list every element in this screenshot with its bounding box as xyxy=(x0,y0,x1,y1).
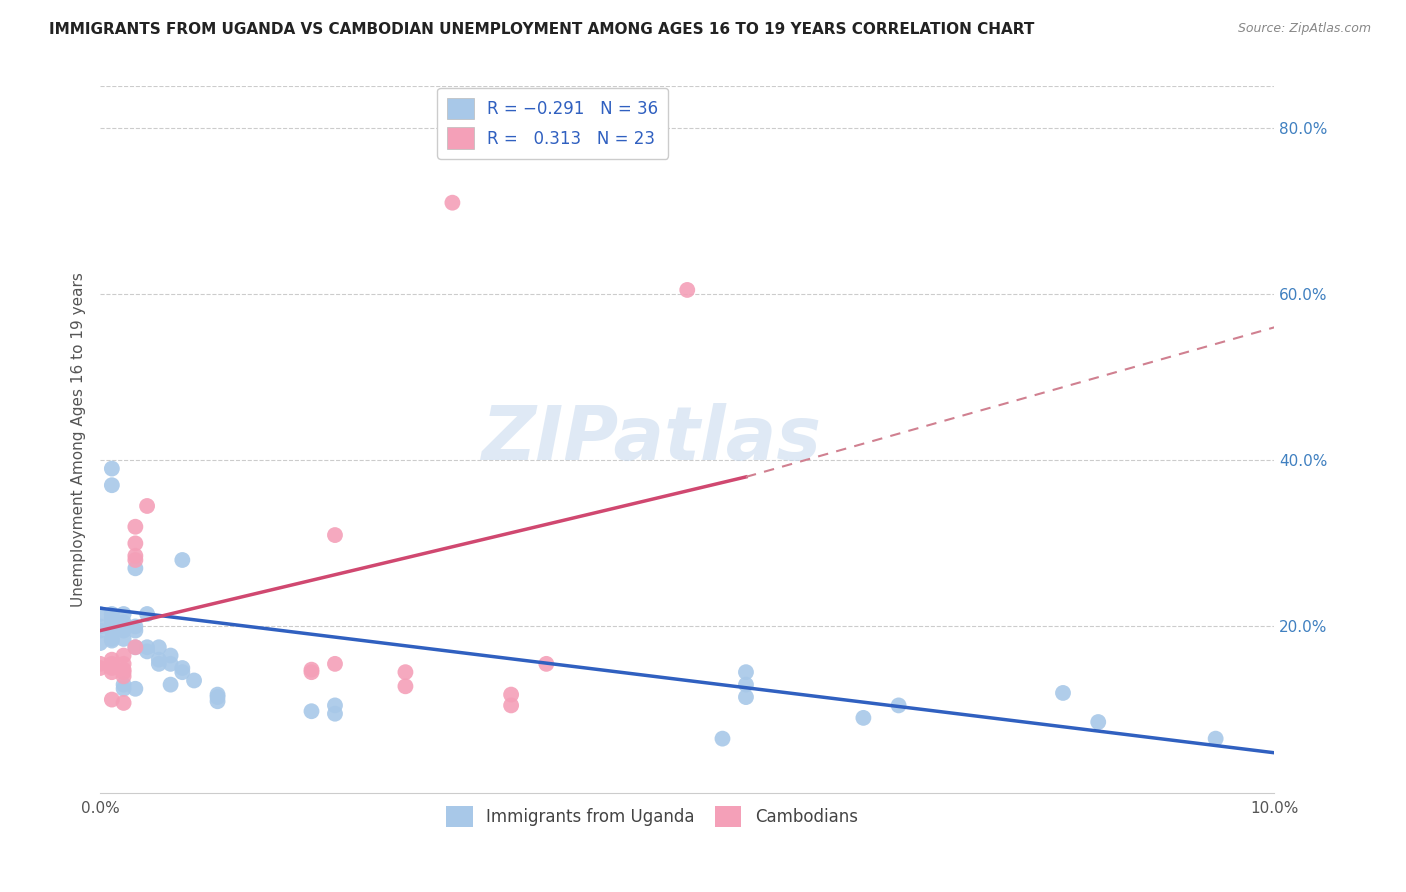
Text: ZIPatlas: ZIPatlas xyxy=(482,403,823,476)
Point xyxy=(112,607,135,621)
Point xyxy=(101,661,124,675)
Point xyxy=(1087,714,1109,729)
Point xyxy=(112,615,135,630)
Point xyxy=(89,607,111,621)
Point xyxy=(136,499,159,513)
Point xyxy=(101,615,124,630)
Point xyxy=(301,704,323,718)
Point xyxy=(501,688,523,702)
Point xyxy=(124,536,146,550)
Point xyxy=(207,690,229,704)
Point xyxy=(501,698,523,713)
Point xyxy=(101,478,124,492)
Point xyxy=(101,632,124,646)
Point xyxy=(159,657,181,671)
Point xyxy=(101,692,124,706)
Point xyxy=(112,648,135,663)
Point xyxy=(207,694,229,708)
Point xyxy=(101,653,124,667)
Legend: Immigrants from Uganda, Cambodians: Immigrants from Uganda, Cambodians xyxy=(440,799,865,834)
Point xyxy=(1052,686,1074,700)
Point xyxy=(323,657,346,671)
Point xyxy=(89,624,111,638)
Point xyxy=(89,661,111,675)
Point xyxy=(101,619,124,633)
Point xyxy=(735,690,758,704)
Point xyxy=(112,669,135,683)
Point xyxy=(124,640,146,655)
Point xyxy=(207,688,229,702)
Point xyxy=(172,553,194,567)
Point xyxy=(101,633,124,648)
Point xyxy=(394,665,416,680)
Point xyxy=(735,678,758,692)
Point xyxy=(735,665,758,680)
Point xyxy=(124,553,146,567)
Point xyxy=(101,657,124,671)
Point xyxy=(124,681,146,696)
Point xyxy=(124,561,146,575)
Point xyxy=(112,619,135,633)
Point xyxy=(301,665,323,680)
Point xyxy=(101,624,124,638)
Point xyxy=(148,653,170,667)
Point xyxy=(124,640,146,655)
Point xyxy=(323,698,346,713)
Point xyxy=(148,640,170,655)
Point xyxy=(101,461,124,475)
Point xyxy=(112,665,135,680)
Point xyxy=(112,624,135,638)
Point xyxy=(112,657,135,671)
Point xyxy=(89,619,111,633)
Text: Source: ZipAtlas.com: Source: ZipAtlas.com xyxy=(1237,22,1371,36)
Point xyxy=(172,661,194,675)
Point xyxy=(112,681,135,696)
Point xyxy=(124,619,146,633)
Point xyxy=(887,698,910,713)
Point xyxy=(112,696,135,710)
Point xyxy=(101,665,124,680)
Point xyxy=(159,678,181,692)
Point xyxy=(124,549,146,563)
Point xyxy=(101,611,124,625)
Point xyxy=(89,657,111,671)
Point xyxy=(441,195,464,210)
Point xyxy=(136,640,159,655)
Point xyxy=(323,706,346,721)
Y-axis label: Unemployment Among Ages 16 to 19 years: Unemployment Among Ages 16 to 19 years xyxy=(72,272,86,607)
Point xyxy=(112,663,135,677)
Point xyxy=(536,657,558,671)
Point xyxy=(124,624,146,638)
Point xyxy=(136,644,159,658)
Point xyxy=(394,679,416,693)
Point xyxy=(1205,731,1227,746)
Point xyxy=(101,607,124,621)
Point xyxy=(136,607,159,621)
Point xyxy=(159,648,181,663)
Text: IMMIGRANTS FROM UGANDA VS CAMBODIAN UNEMPLOYMENT AMONG AGES 16 TO 19 YEARS CORRE: IMMIGRANTS FROM UGANDA VS CAMBODIAN UNEM… xyxy=(49,22,1035,37)
Point xyxy=(301,663,323,677)
Point xyxy=(183,673,205,688)
Point xyxy=(852,711,875,725)
Point xyxy=(172,665,194,680)
Point xyxy=(112,678,135,692)
Point xyxy=(323,528,346,542)
Point xyxy=(89,636,111,650)
Point xyxy=(112,632,135,646)
Point xyxy=(148,657,170,671)
Point xyxy=(676,283,699,297)
Point xyxy=(711,731,734,746)
Point xyxy=(124,520,146,534)
